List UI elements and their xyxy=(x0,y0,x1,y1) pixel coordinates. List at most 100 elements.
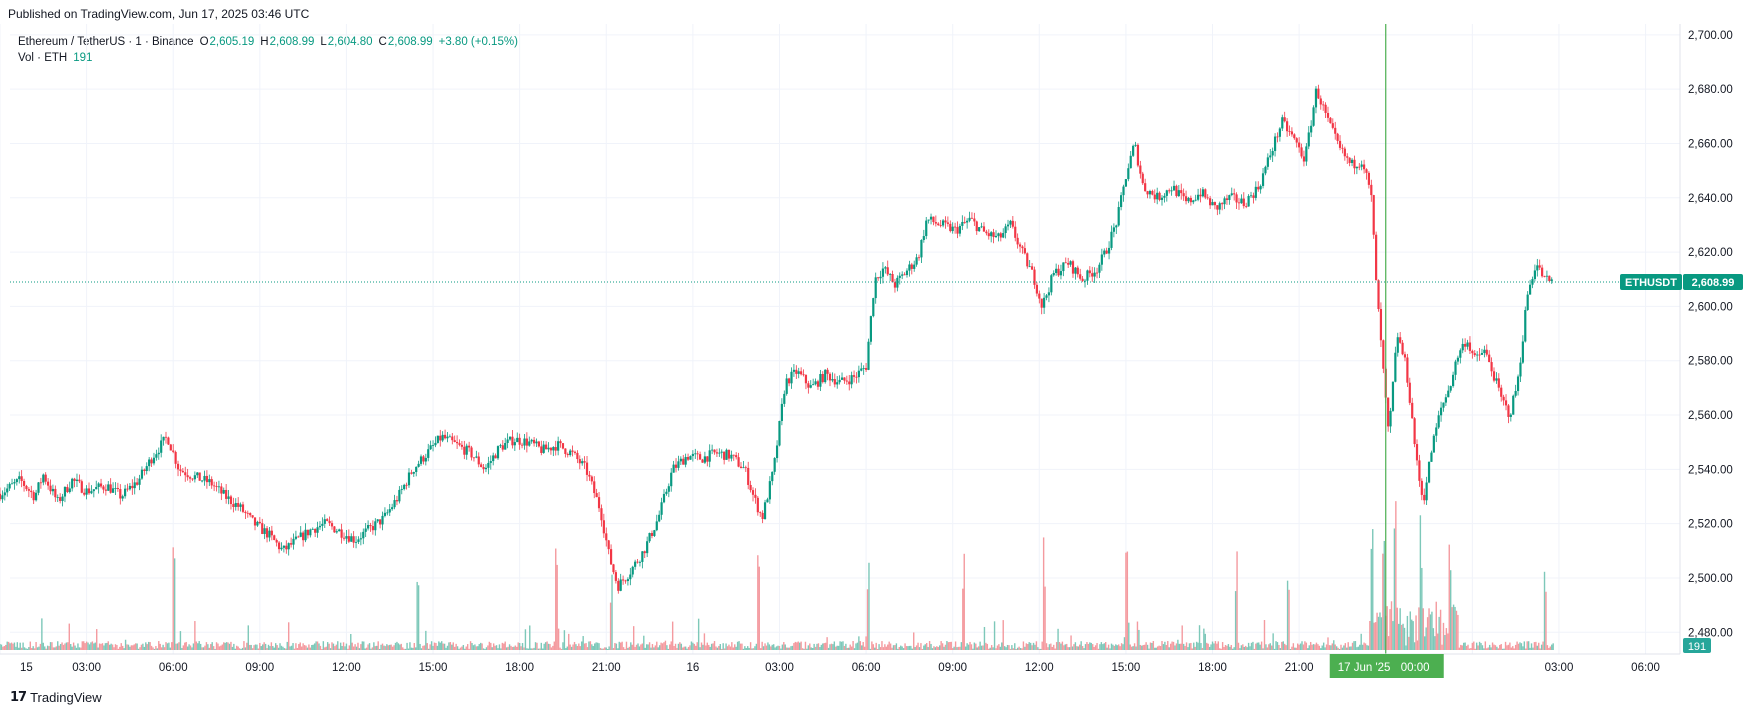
volume-bar xyxy=(749,642,752,650)
candle-body xyxy=(1194,199,1197,201)
candle-body xyxy=(1329,117,1332,124)
volume-bar xyxy=(98,643,101,650)
candle-body xyxy=(1192,200,1195,203)
volume-bar xyxy=(6,641,8,650)
candle-body xyxy=(720,451,723,453)
volume-bar xyxy=(351,642,353,650)
volume-bar xyxy=(768,644,771,650)
volume-bar xyxy=(683,646,685,650)
volume-bar xyxy=(494,645,496,650)
volume-bar xyxy=(823,643,825,650)
candle-body xyxy=(261,523,264,534)
volume-bar xyxy=(586,647,589,650)
volume-bars xyxy=(0,501,1554,650)
volume-bar xyxy=(813,643,815,650)
candle-body xyxy=(1314,88,1318,108)
volume-bar xyxy=(1167,641,1169,650)
volume-bar xyxy=(270,642,273,650)
volume-bar xyxy=(510,645,512,650)
volume-bar xyxy=(404,648,407,650)
volume-bar xyxy=(350,634,352,650)
symbol-title[interactable]: Ethereum / TetherUS · 1 · Binance xyxy=(18,36,194,48)
volume-bar xyxy=(15,646,17,650)
volume-bar xyxy=(197,643,199,650)
candle-body xyxy=(670,472,673,487)
volume-bar xyxy=(540,642,543,650)
volume-bar xyxy=(1245,645,1247,650)
candle-body xyxy=(910,264,913,269)
y-tick-label: 2,540.00 xyxy=(1688,464,1733,476)
volume-bar xyxy=(1207,643,1209,650)
volume-bar xyxy=(1335,646,1338,650)
volume-bar xyxy=(598,643,600,650)
x-tick-label: 03:00 xyxy=(765,662,794,674)
volume-bar xyxy=(169,647,172,650)
candle-body xyxy=(1146,191,1149,195)
y-tick-label: 2,680.00 xyxy=(1688,84,1733,96)
volume-bar xyxy=(777,645,779,650)
volume-bar xyxy=(400,643,402,650)
volume-bar xyxy=(461,646,463,650)
volume-bar xyxy=(358,648,361,650)
tradingview-brand[interactable]: 17 TradingView xyxy=(10,690,102,705)
volume-bar xyxy=(970,644,973,650)
candle-body xyxy=(874,277,877,299)
volume-bar xyxy=(1386,606,1388,650)
candle-body xyxy=(1298,142,1301,148)
candle-body xyxy=(460,444,464,447)
volume-bar xyxy=(488,641,491,650)
volume-bar xyxy=(914,647,916,650)
candle-body xyxy=(869,316,872,342)
candle-body xyxy=(285,545,288,550)
candle-body xyxy=(725,449,728,460)
volume-bar xyxy=(442,643,444,650)
volume-bar xyxy=(1325,644,1328,650)
volume-bar xyxy=(1536,645,1539,650)
candle-body xyxy=(1367,172,1370,185)
volume-bar xyxy=(591,644,593,650)
volume-bar xyxy=(614,642,616,650)
candle-body xyxy=(501,445,504,450)
volume-bar xyxy=(775,646,778,650)
volume-bar xyxy=(926,642,928,650)
candle-body xyxy=(1281,117,1284,129)
volume-bar xyxy=(1477,645,1479,650)
candle-body xyxy=(1495,378,1498,381)
candle-body xyxy=(1545,275,1549,277)
volume-bar xyxy=(1530,643,1533,650)
volume-bar xyxy=(1487,647,1489,650)
volume-bar xyxy=(804,641,807,650)
price-tag[interactable]: ETHUSDT 2,608.99 xyxy=(1620,274,1743,291)
volume-bar xyxy=(752,648,755,650)
candle-body xyxy=(1283,117,1286,122)
y-tick-label: 2,580.00 xyxy=(1688,356,1733,368)
candle-body xyxy=(1134,144,1137,146)
candle-body xyxy=(417,463,420,467)
volume-label[interactable]: Vol · ETH xyxy=(18,52,68,64)
volume-bar xyxy=(884,644,886,650)
volume-bar xyxy=(1058,642,1061,650)
candle-body xyxy=(1394,352,1397,382)
volume-bar xyxy=(224,642,226,650)
volume-bar xyxy=(443,643,446,650)
volume-bar xyxy=(690,641,693,650)
price-axis: 2,480.002,500.002,520.002,540.002,560.00… xyxy=(1688,30,1733,639)
volume-bar xyxy=(924,644,926,650)
candle-body xyxy=(1536,265,1539,271)
candle-body xyxy=(1341,147,1344,149)
volume-bar xyxy=(1242,644,1244,650)
volume-bar xyxy=(1461,645,1463,650)
volume-bar xyxy=(1343,645,1345,650)
candle-body xyxy=(966,220,969,223)
volume-bar xyxy=(908,645,911,650)
volume-bar xyxy=(1263,620,1266,650)
volume-bar xyxy=(972,648,974,650)
volume-bar xyxy=(523,647,525,650)
candle-body xyxy=(1273,136,1277,151)
candle-body xyxy=(1324,104,1327,113)
candle-body xyxy=(513,442,516,446)
candle-body xyxy=(992,232,995,238)
volume-bar xyxy=(718,645,720,650)
volume-bar xyxy=(739,643,742,650)
